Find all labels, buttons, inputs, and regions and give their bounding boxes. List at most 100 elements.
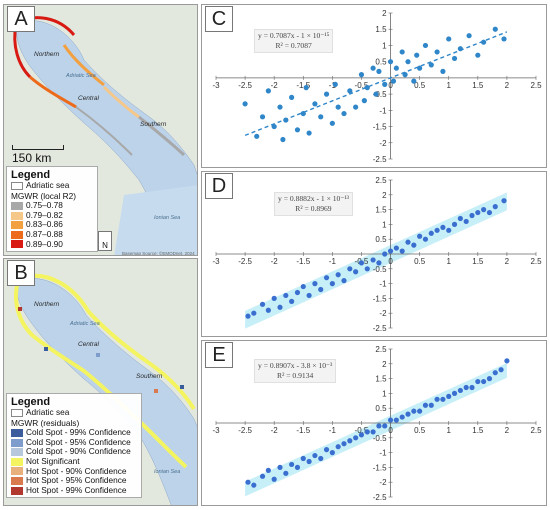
legend-swatch [11,448,23,457]
data-point [451,221,458,227]
legend-b-class-0: Cold Spot - 99% Confidence [11,428,137,438]
data-point [457,387,463,394]
x-tick-label: -3 [212,426,220,435]
data-point [498,367,504,373]
data-point [469,212,475,219]
data-point [440,224,446,230]
data-point [393,65,399,71]
x-tick-label: 0 [388,257,393,266]
y-tick-label: 1 [382,220,387,229]
legend-class-label: Hot Spot - 99% Confidence [26,484,127,495]
trend-line [244,31,508,137]
data-point [414,52,420,58]
data-point [312,281,318,287]
sea-label-ionian: Ionian Sea [154,469,181,475]
x-tick-label: 0.5 [414,426,426,435]
data-point [481,207,487,213]
data-point [446,227,452,233]
data-point [300,455,306,462]
legend-swatch [11,467,23,476]
legend-b-sea: Adriatic sea [11,407,137,418]
equation-box-c: y = 0.7087x - 1 × 10⁻¹⁵ R² = 0.7087 [254,29,334,53]
data-point [417,408,423,414]
data-point [245,479,251,485]
data-point [376,68,382,74]
sea-swatch [11,181,23,190]
x-tick-label: -3 [212,257,220,266]
legend-b-class-2: Cold Spot - 90% Confidence [11,447,137,457]
y-tick-label: -1 [379,449,387,458]
y-tick-label: 0.5 [375,58,387,67]
data-point [417,65,423,71]
x-tick-label: 2.5 [530,426,542,435]
scatter-plot-c: -3 -2.5 -2 -1.5 -1 -0.5 0 0.5 1 1.5 2 2.5-2.5-2-1.5… [212,9,542,164]
data-point [370,257,376,263]
data-point [323,447,330,453]
data-point [393,417,399,423]
region-label-central: Central [78,341,99,348]
data-point [318,455,324,462]
scatter-panel-e: -3 -2.5 -2 -1.5 -1 -0.5 0 0.5 1 1.5 2 2.5 -2.5 -2 -1.5… [201,340,547,506]
y-tick-label: -1.5 [373,123,387,132]
legend-class-label: 0.79–0.82 [26,209,63,220]
data-point [364,429,370,435]
data-point [411,78,417,84]
data-point [399,248,405,254]
equation-d: y = 0.8882x - 1 × 10⁻¹³ [278,194,349,203]
y-tick-label: -0.5 [373,434,387,443]
data-point [329,120,335,126]
legend-class-label: 0.89–0.90 [26,238,63,249]
y-tick-label: 2.5 [375,345,387,354]
data-point [428,62,434,68]
y-tick-label: 0.5 [375,235,387,244]
legend-b-classes: Cold Spot - 99% Confidence Cold Spot - 95… [11,428,137,495]
x-tick-label: -1.5 [296,81,310,90]
data-point [347,438,353,444]
legend-a-title: Legend [11,169,51,181]
panel-letter-e: E [205,342,233,368]
data-point [405,411,411,417]
data-point [434,49,440,55]
data-point [481,378,487,385]
data-point [399,49,405,55]
x-tick-label: 2 [505,81,510,90]
data-point [358,432,365,438]
sea-swatch [11,408,23,417]
data-point [370,429,376,435]
x-tick-label: -2 [271,426,279,435]
data-point [353,269,359,275]
data-point [277,464,283,470]
data-point [492,204,498,210]
x-tick-label: 1 [447,426,452,435]
data-point [271,476,277,482]
panel-letter-d: D [205,173,233,199]
equation-box-d: y = 0.8882x - 1 × 10⁻¹³ R² = 0.8969 [274,192,353,216]
sea-label-adriatic: Adriatic Sea [70,321,100,327]
y-tick-label: -2 [379,478,387,487]
data-point [463,384,469,391]
y-tick-label: 2.5 [375,176,387,185]
data-point [318,114,324,120]
data-point [341,110,347,117]
y-tick-label: -2.5 [373,324,387,333]
data-point [370,65,376,71]
data-point [382,81,388,87]
data-point [283,292,289,299]
data-point [289,94,295,100]
legend-swatch [11,457,23,466]
data-point [259,114,266,120]
legend-a-classes: 0.75–0.78 0.79–0.82 0.83–0.86 0.87–0.88 0.89… [11,201,93,249]
data-point [300,283,306,290]
x-tick-label: 0 [388,81,393,90]
legend-a-class-3: 0.87–0.88 [11,228,93,240]
data-point [486,209,493,216]
data-point [277,304,283,310]
x-tick-label: 2 [505,426,510,435]
data-point [451,390,458,396]
data-point [294,464,301,470]
data-point [405,59,411,65]
data-point [364,266,370,272]
data-point [306,292,312,299]
data-point [376,423,382,429]
legend-class-label: 0.87–0.88 [26,228,63,239]
